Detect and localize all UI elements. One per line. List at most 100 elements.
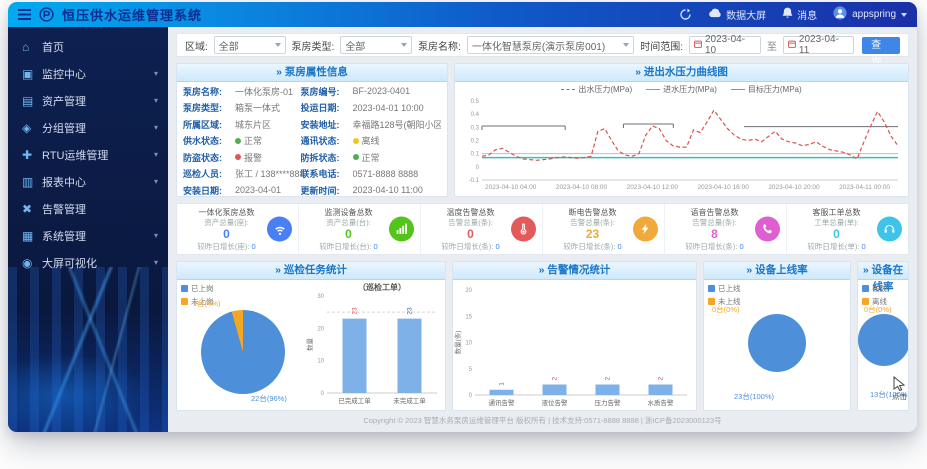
sidebar-menu: ⌂ 首页 ▣ 监控中心 ▾ ▤ 资产管理 ▾ ◈ 分组管理 ▾ ✚ RTU运维管理 ▾ ▥ 报表中心 ▾ ✖ 告警管… (8, 27, 168, 276)
sidebar-item-home[interactable]: ⌂ 首页 (8, 33, 168, 60)
header-right: 数据大屏 消息 appspring (679, 6, 907, 23)
date-separator: 至 (766, 41, 777, 53)
chevron-down-icon (901, 12, 907, 17)
legend-label: 离线 (872, 297, 887, 306)
stat-growth-value: 0 (617, 242, 622, 251)
chevron-down-icon: ▾ (153, 69, 158, 78)
bigscreen-label: 数据大屏 (726, 11, 767, 22)
legend-marker (862, 298, 869, 305)
chevron-down-icon: ▾ (153, 123, 158, 132)
x-axis-label: 2023-04-10 16:00 (697, 184, 749, 191)
sidebar-item-asset[interactable]: ▤ 资产管理 ▾ (8, 87, 168, 114)
pressure-line-chart: 0.5 0.4 0.3 0.2 0.1 0 -0.1 (469, 99, 899, 184)
pie-callout: 1台(4%) (193, 299, 221, 308)
svg-text:2: 2 (552, 377, 559, 381)
info-grid: 泵房名称: 一体化泵房-01 泵房编号: BF-2023-0401 泵房类型: 箱泵一体式… (177, 82, 447, 196)
lightning-icon (633, 216, 658, 242)
station-type-select[interactable]: 全部 (340, 36, 413, 54)
area-select-value: 全部 (218, 41, 239, 53)
station-name-select[interactable]: 一体化智慧泵房(演示泵房001) (466, 36, 635, 54)
status-dot (352, 137, 359, 144)
stat-sub-label: 资产总量(座): (204, 218, 249, 227)
stat-title: 监测设备总数 (324, 208, 373, 217)
info-value: 正常 (235, 134, 301, 147)
svg-text:0.3: 0.3 (471, 125, 480, 131)
sidebar-item-alarm[interactable]: ✖ 告警管理 (8, 195, 168, 222)
thermometer-icon (511, 216, 536, 242)
legend-label: 在线 (872, 284, 887, 293)
wifi-icon (267, 216, 292, 242)
user-menu[interactable]: appspring (833, 6, 907, 23)
info-value: 一体化泵房-01 (235, 85, 301, 98)
chevron-down-icon (623, 43, 630, 47)
chevron-down-icon: ▾ (153, 177, 158, 186)
stat-value: 0 (223, 227, 230, 241)
stat-value: 23 (585, 227, 600, 241)
info-value-text: 2023-04-01 (235, 185, 282, 196)
fullscreen-icon[interactable] (679, 8, 692, 21)
sidebar-decoration-image (8, 267, 168, 432)
svg-text:10: 10 (317, 359, 324, 365)
info-label: 安装日期: (183, 185, 222, 196)
stat-title: 一体化泵房总数 (198, 208, 255, 217)
legend-item[interactable]: 出水压力(MPa) (561, 84, 632, 95)
info-value: 幸福路128号(朝阳小区西门旁) (353, 118, 441, 131)
legend-item[interactable]: 目标压力(MPa) (730, 84, 802, 95)
mouse-cursor: 点击 (892, 376, 907, 402)
svg-text:未完成工单: 未完成工单 (393, 396, 426, 405)
chevron-down-icon: ▾ (153, 150, 158, 159)
start-date-input[interactable]: 2023-04-10 (689, 34, 761, 56)
info-value-text: BF-2023-0401 (352, 86, 411, 97)
sidebar-item-rtu[interactable]: ✚ RTU运维管理 ▾ (8, 141, 168, 168)
legend-item[interactable]: 离线 (862, 296, 887, 307)
bigscreen-button[interactable]: 数据大屏 (708, 7, 766, 22)
calendar-icon (788, 40, 796, 51)
x-axis-label: 2023-04-11 00:00 (839, 184, 890, 191)
area-select[interactable]: 全部 (213, 36, 286, 54)
legend-item[interactable]: 已上线 (708, 283, 741, 294)
messages-button[interactable]: 消息 (782, 7, 817, 22)
legend-item[interactable]: 进水压力(MPa) (646, 84, 717, 95)
sidebar-item-label: 分组管理 (42, 122, 86, 135)
svg-text:30: 30 (317, 294, 324, 300)
svg-text:15: 15 (465, 314, 472, 320)
legend-item[interactable]: 未上岗 (181, 296, 214, 307)
menu-toggle-icon[interactable] (18, 9, 31, 20)
status-dot (235, 154, 241, 161)
x-axis-label: 2023-04-10 20:00 (768, 184, 820, 191)
name-select-value: 一体化智慧泵房(演示泵房001) (471, 41, 606, 53)
sidebar-item-monitor[interactable]: ▣ 监控中心 ▾ (8, 60, 168, 87)
panel-title: » 泵房属性信息 (177, 64, 447, 82)
footer-copyright: Copyright © 2023 智慧水务泵房运维管理平台 版权所有 | 技术支… (363, 416, 722, 425)
status-dot (352, 154, 359, 161)
legend-item[interactable]: 在线 (862, 283, 887, 294)
stat-title: 温度告警总数 (446, 208, 495, 217)
station-info-panel: » 泵房属性信息 泵房名称: 一体化泵房-01 泵房编号: BF-2023-0401 泵… (176, 63, 448, 197)
report-icon: ▥ (22, 174, 34, 189)
sidebar-item-screen[interactable]: ◉ 大屏可视化 ▾ (8, 249, 168, 276)
sidebar-item-group[interactable]: ◈ 分组管理 ▾ (8, 114, 168, 141)
status-dot (235, 137, 241, 144)
stat-card: 语音告警总数 告警总量(条): 8 较昨日增长(条): 0 (664, 204, 786, 254)
query-button[interactable]: 查询 (862, 36, 900, 68)
stat-card: 客服工单总数 工单总量(单): 0 较昨日增长(单): 0 (786, 204, 908, 254)
sidebar-item-label: 大屏可视化 (42, 257, 97, 270)
pie-callout: 13台(100%) (870, 390, 909, 399)
legend-item[interactable]: 已上岗 (181, 283, 214, 294)
end-date-input[interactable]: 2023-04-11 (782, 34, 855, 56)
svg-text:2: 2 (658, 377, 665, 381)
legend-item[interactable]: 未上线 (708, 296, 741, 307)
inspection-pie-chart (201, 310, 285, 394)
live-pie-chart (858, 314, 908, 366)
live-rate-panel: » 设备在线率 在线 离线 0台(0%) 13台(100%) 点击 (857, 261, 909, 411)
sidebar-item-system[interactable]: ▦ 系统管理 ▾ (8, 222, 168, 249)
panel-title: » 设备上线率 (704, 262, 850, 280)
sidebar-item-report[interactable]: ▥ 报表中心 ▾ (8, 168, 168, 195)
sidebar-item-label: 告警管理 (42, 203, 86, 216)
sidebar-item-label: 监控中心 (42, 68, 86, 81)
main-content: 区域: 全部 泵房类型: 全部 泵房名称: 一体化智慧泵房(演示泵房001) 时… (168, 27, 917, 432)
stat-sub-label: 告警总量(条): (570, 218, 615, 227)
chevron-down-icon: ▾ (153, 231, 158, 240)
stat-growth: 较昨日增长(条): 0 (563, 242, 622, 251)
